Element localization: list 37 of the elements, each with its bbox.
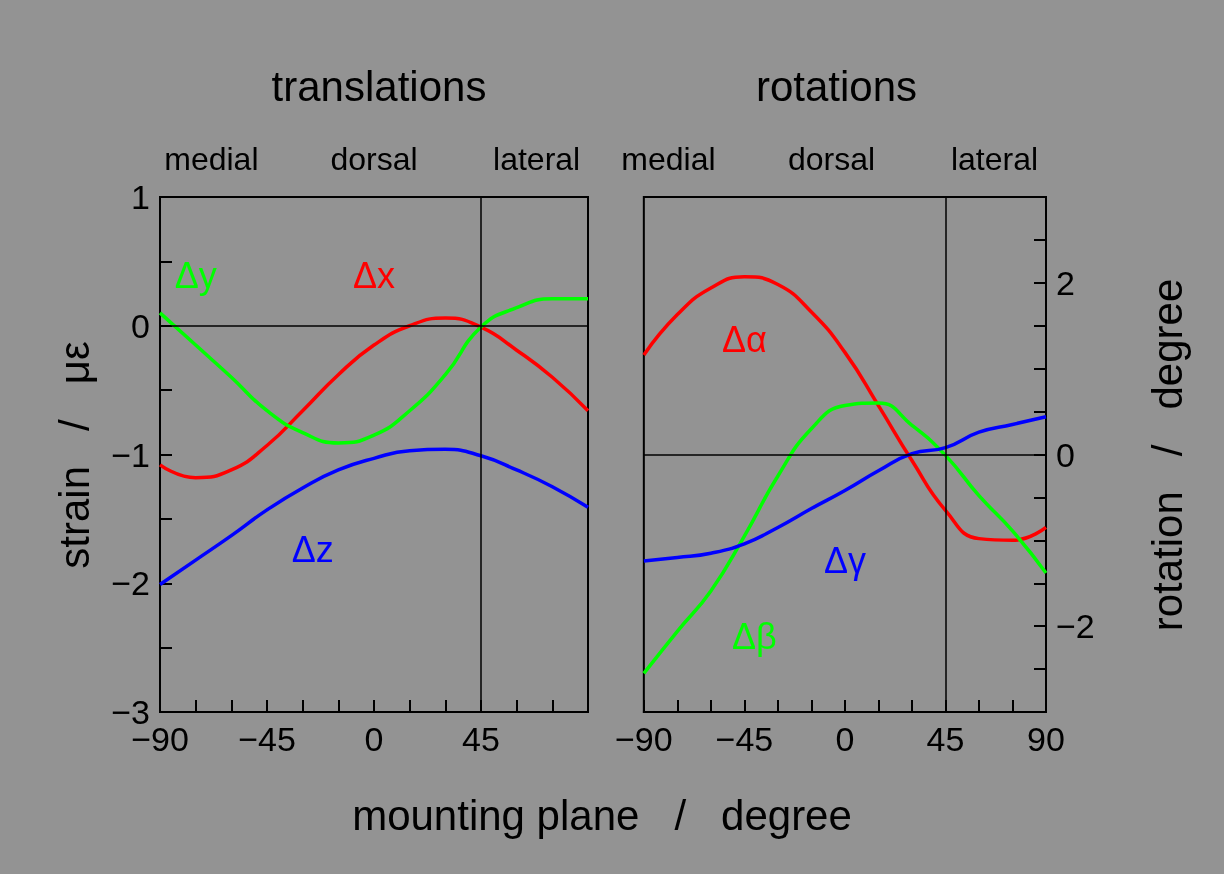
y2-tick-label: 0 xyxy=(1056,435,1075,474)
x-tick-label: 0 xyxy=(835,720,855,758)
text: medial xyxy=(164,141,259,177)
y2-axis-title: rotation / degree xyxy=(1144,278,1191,632)
x-tick-label: −90 xyxy=(614,720,673,758)
line-series xyxy=(642,401,1048,676)
x-tick-label: −45 xyxy=(238,720,296,758)
y-axis-title: strain / με xyxy=(51,341,98,569)
y-tick-label: −2 xyxy=(111,564,150,603)
x-tick-label: 45 xyxy=(462,720,500,758)
y-tick-label: 0 xyxy=(131,306,150,345)
text: dorsal xyxy=(330,141,418,177)
series-label: Δα xyxy=(721,319,767,361)
series-label: Δx xyxy=(352,254,396,296)
chart-title: translations xyxy=(271,62,487,110)
x-tick-label: 90 xyxy=(1027,720,1065,758)
text: dorsal xyxy=(787,141,876,177)
line-series xyxy=(158,447,590,587)
series-label: Δy xyxy=(174,254,217,296)
y2-tick-label: −2 xyxy=(1056,607,1095,646)
line-series xyxy=(158,296,590,445)
y2-tick-label: 2 xyxy=(1056,263,1075,302)
y-tick-label: −1 xyxy=(111,435,150,474)
series-label: Δβ xyxy=(731,615,777,657)
line-series xyxy=(158,316,590,480)
x-tick-label: −45 xyxy=(715,720,774,758)
x-tick-label: 0 xyxy=(364,720,384,758)
x-tick-label: 45 xyxy=(926,720,965,758)
text: lateral xyxy=(493,141,581,177)
series-label: Δz xyxy=(291,529,334,571)
y-tick-label: 1 xyxy=(131,178,150,216)
text: medial xyxy=(621,141,716,177)
line-series xyxy=(642,275,1048,543)
text: lateral xyxy=(950,141,1039,177)
series-label: Δγ xyxy=(823,540,866,582)
chart-title: rotations xyxy=(755,62,918,110)
x-axis-title: mounting plane / degree xyxy=(351,792,853,839)
